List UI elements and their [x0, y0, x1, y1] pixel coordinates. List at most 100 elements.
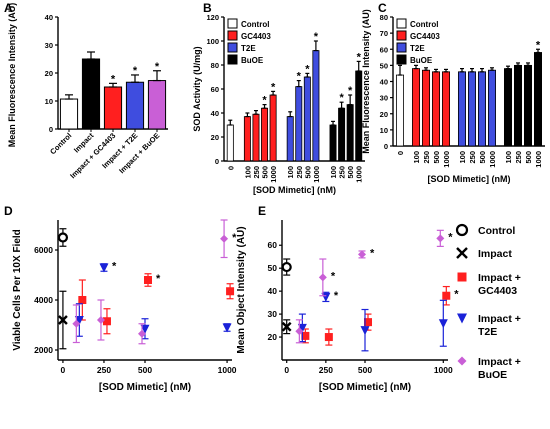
y-tick-label: 50	[268, 263, 278, 273]
bar	[514, 64, 523, 147]
x-tick-label: 500	[303, 166, 312, 179]
y-tick-label: 30	[268, 309, 278, 319]
legend-label: GC4403	[241, 32, 271, 41]
x-tick-label: 1000	[312, 166, 321, 183]
bar	[81, 58, 101, 130]
bar	[125, 81, 145, 130]
y-tick-label: 40	[268, 286, 278, 296]
x-tick-label: 100	[243, 166, 252, 179]
significance-star: *	[297, 71, 302, 83]
legend-label: GC4403	[478, 285, 517, 297]
legend-label: Control	[241, 20, 269, 29]
significance-star: *	[156, 273, 161, 285]
x-axis-title: [SOD Mimetic] (nM)	[319, 382, 411, 393]
bar	[503, 68, 512, 147]
y-axis-title: Viable Cells Per 10X Field	[12, 229, 23, 351]
bar	[312, 50, 320, 162]
panel-letter: C	[378, 1, 387, 15]
x-tick-label: 500	[138, 365, 152, 375]
marker-square	[364, 318, 372, 327]
x-tick-label: 1000	[488, 151, 497, 168]
x-tick-label: 1000	[534, 151, 543, 168]
marker-diamond	[457, 356, 467, 366]
bar	[524, 64, 533, 147]
panel-letter: D	[4, 204, 13, 218]
x-tick-label: 250	[514, 151, 523, 164]
y-tick-label: 100	[206, 37, 219, 46]
marker-triangle-down	[438, 319, 448, 329]
legend-label: BuOE	[410, 56, 433, 65]
x-tick-label: Control	[48, 131, 73, 156]
marker-square	[301, 331, 310, 340]
bar	[421, 69, 430, 147]
bar	[534, 52, 543, 147]
panel-e: E 20 30 40 50 60 0 250 500 1000 [SOD Mimetic] (nM)…	[236, 204, 459, 393]
marker-triangle-down	[140, 324, 150, 334]
legend-swatch	[227, 42, 238, 53]
significance-star: *	[271, 81, 276, 93]
x-tick-label: 1000	[269, 166, 278, 183]
y-axis-title: SOD Activity (U/mg)	[192, 46, 202, 131]
marker-square	[102, 317, 111, 326]
bar	[457, 71, 466, 147]
marker-x	[456, 247, 468, 259]
x-tick-label: 1000	[442, 151, 451, 168]
y-tick-label: 80	[380, 13, 388, 22]
significance-star: *	[331, 270, 336, 282]
bar	[441, 71, 450, 147]
legend-swatch	[227, 18, 238, 29]
marker-diamond	[318, 273, 327, 282]
significance-star: *	[536, 39, 541, 51]
bar	[269, 94, 277, 162]
panel-letter: B	[203, 1, 212, 15]
x-tick-label: 1000	[355, 166, 364, 183]
significance-star: *	[232, 232, 237, 244]
legend-swatch	[396, 54, 407, 65]
significance-star: *	[314, 31, 319, 43]
y-tick-label: 10	[380, 126, 388, 135]
legend-label: T2E	[241, 44, 256, 53]
x-tick-label: 250	[295, 166, 304, 179]
y-tick-label: 60	[211, 85, 219, 94]
y-tick-label: 2000	[34, 345, 53, 355]
bar	[252, 113, 260, 162]
marker-x	[58, 315, 68, 325]
bar	[303, 76, 311, 162]
x-tick-label: 500	[346, 166, 355, 179]
legend-label: T2E	[410, 44, 425, 53]
marker-diamond	[358, 250, 366, 259]
legend-label: BuOE	[241, 56, 264, 65]
legend-label: Control	[478, 225, 515, 237]
x-tick-label: 250	[319, 365, 333, 375]
marker-square	[442, 291, 451, 300]
marker-diamond	[138, 329, 146, 338]
marker-circle	[455, 223, 469, 237]
significance-star: *	[155, 61, 160, 73]
x-tick-label: 1000	[434, 365, 453, 375]
y-tick-label: 40	[211, 109, 219, 118]
legend-label: GC4403	[410, 32, 440, 41]
x-tick-label: 0	[396, 151, 405, 155]
legend-label: Control	[410, 20, 438, 29]
marker-triangle-down	[99, 263, 109, 273]
marker-diamond	[295, 327, 304, 336]
y-tick-label: 20	[268, 332, 278, 342]
y-axis-title: Mean Object Intensity (AU)	[236, 226, 247, 353]
y-tick-label: 0	[384, 142, 388, 151]
x-tick-label: 500	[358, 365, 372, 375]
x-axis-title: [SOD Mimetic] (nM)	[428, 174, 511, 184]
bar	[329, 124, 337, 162]
bar	[346, 104, 354, 162]
x-axis-title: [SOD Mimetic] (nM)	[253, 185, 336, 195]
significance-star: *	[370, 247, 375, 259]
y-tick-label: 20	[380, 110, 388, 119]
panel-letter: E	[258, 204, 266, 218]
legend-swatch	[227, 54, 238, 65]
bar	[243, 116, 251, 162]
marker-diamond	[436, 234, 445, 243]
y-axis-title: Mean Fluorescence Intensity (AU)	[7, 3, 17, 148]
marker-x-stroke	[281, 321, 292, 332]
significance-star: *	[454, 289, 459, 301]
bar	[477, 71, 486, 147]
